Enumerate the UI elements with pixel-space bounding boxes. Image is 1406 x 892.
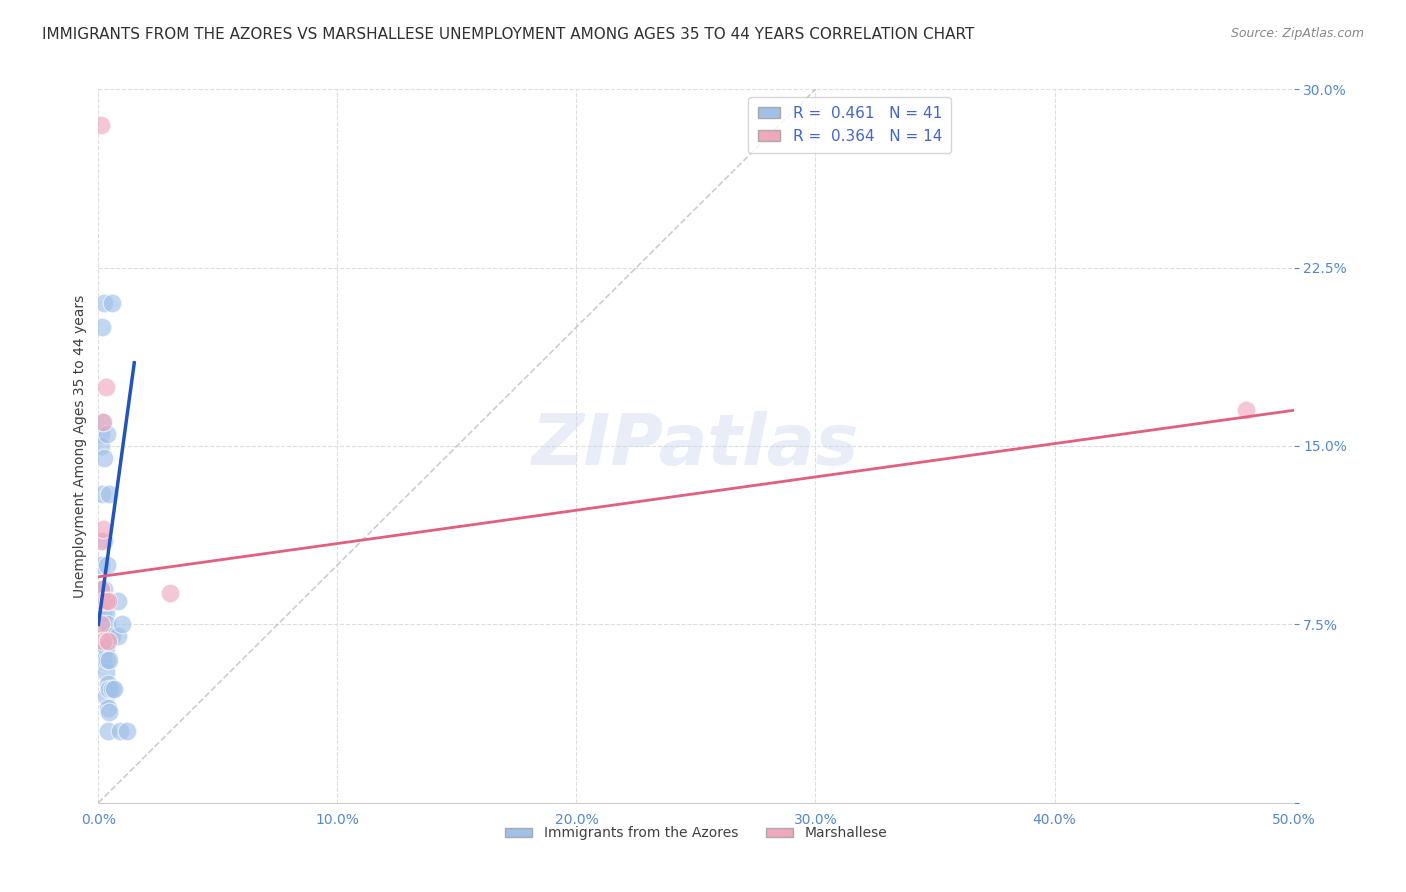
Point (100, 681, 122, 696)
Point (107, 593, 129, 607)
Point (90, 582, 112, 596)
Point (91, 486, 114, 500)
Point (100, 296, 122, 310)
Point (91, 522, 114, 536)
Point (1234, 403, 1257, 417)
Point (97, 677, 120, 691)
Point (97, 724, 120, 739)
Point (98, 653, 121, 667)
Point (108, 724, 131, 739)
Point (91, 634, 114, 648)
Y-axis label: Unemployment Among Ages 35 to 44 years: Unemployment Among Ages 35 to 44 years (73, 294, 87, 598)
Point (94, 665, 117, 679)
Point (90, 427, 112, 442)
Point (94, 641, 117, 656)
Point (107, 629, 129, 643)
Point (93, 582, 115, 596)
Point (98, 593, 121, 607)
Point (91, 653, 114, 667)
Point (98, 681, 121, 696)
Point (96, 617, 118, 632)
Point (115, 724, 138, 739)
Point (94, 689, 117, 703)
Point (91, 582, 114, 596)
Point (98, 706, 121, 720)
Point (103, 681, 125, 696)
Point (96, 653, 118, 667)
Point (91, 617, 114, 632)
Point (97, 634, 120, 648)
Point (90, 582, 112, 596)
Point (90, 118, 112, 132)
Point (97, 700, 120, 714)
Text: ZIPatlas: ZIPatlas (533, 411, 859, 481)
Point (94, 606, 117, 620)
Point (91, 606, 114, 620)
Point (93, 296, 115, 310)
Point (100, 629, 122, 643)
Point (159, 586, 181, 600)
Point (93, 450, 115, 465)
Point (91, 641, 114, 656)
Point (97, 593, 120, 607)
Point (98, 486, 121, 500)
Legend: Immigrants from the Azores, Marshallese: Immigrants from the Azores, Marshallese (499, 821, 893, 846)
Text: Source: ZipAtlas.com: Source: ZipAtlas.com (1230, 27, 1364, 40)
Point (111, 617, 134, 632)
Point (91, 415, 114, 429)
Point (91, 320, 114, 334)
Point (91, 593, 114, 607)
Point (94, 593, 117, 607)
Point (96, 558, 118, 572)
Point (90, 439, 112, 453)
Point (94, 379, 117, 393)
Point (90, 617, 112, 632)
Text: IMMIGRANTS FROM THE AZORES VS MARSHALLESE UNEMPLOYMENT AMONG AGES 35 TO 44 YEARS: IMMIGRANTS FROM THE AZORES VS MARSHALLES… (42, 27, 974, 42)
Point (96, 427, 118, 442)
Point (90, 558, 112, 572)
Point (93, 534, 115, 549)
Point (90, 534, 112, 549)
Point (91, 415, 114, 429)
